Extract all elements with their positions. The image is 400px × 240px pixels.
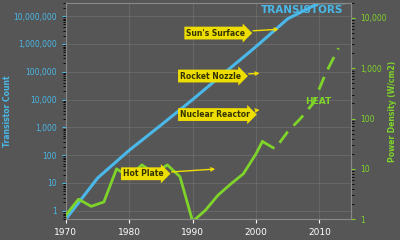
Text: Sun's Surface: Sun's Surface <box>186 28 277 38</box>
Text: Nuclear Reactor: Nuclear Reactor <box>180 109 258 119</box>
Text: TRANSISTORS: TRANSISTORS <box>261 5 344 15</box>
Y-axis label: Transistor Count: Transistor Count <box>3 75 12 147</box>
Text: HEAT: HEAT <box>306 97 332 106</box>
Text: Rocket Nozzle: Rocket Nozzle <box>180 72 258 81</box>
Text: Hot Plate: Hot Plate <box>123 168 214 178</box>
Y-axis label: Power Density (W/cm2): Power Density (W/cm2) <box>388 60 397 162</box>
